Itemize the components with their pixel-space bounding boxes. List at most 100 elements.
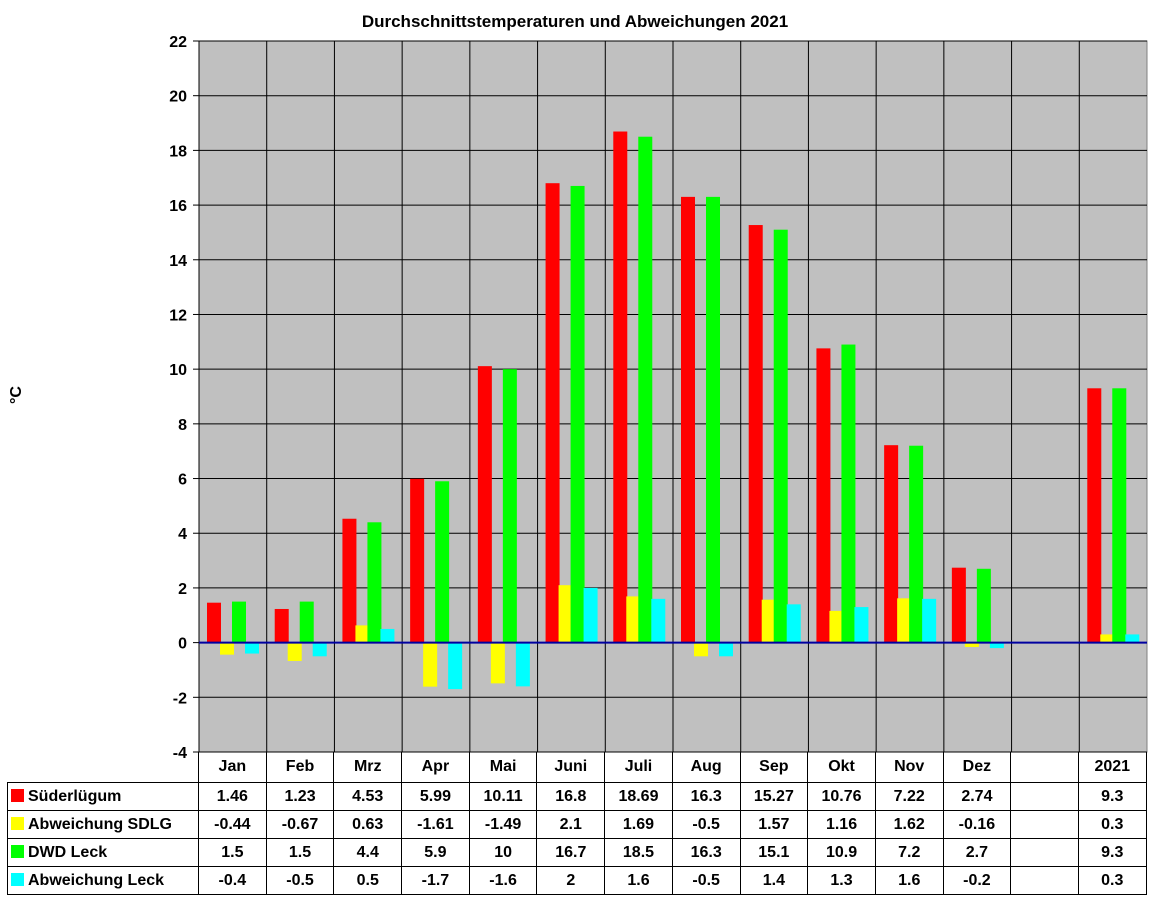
bar-abweichung-leck-Okt [854,607,869,643]
bar-s-derl-gum-Dez [951,567,966,643]
bar-abweichung-sdlg-Dez [964,642,979,647]
bar-dwd-leck-Apr [435,481,450,643]
bar-abweichung-leck-Jan [245,642,259,654]
x-tick-label [1010,752,1079,783]
x-tick-label: Mrz [333,752,403,783]
data-label: -1.49 [468,810,538,839]
data-label: 16.3 [671,838,741,867]
legend-swatch [11,844,24,858]
bar-abweichung-sdlg-Feb [287,642,302,661]
legend-entry: Abweichung Leck [7,866,199,895]
bar-abweichung-sdlg-Juli [626,596,641,643]
data-label: 10.76 [807,782,876,811]
bar-s-derl-gum-Jan [207,602,221,643]
x-tick-label: Juni [536,752,606,783]
y-tick-label: 22 [169,34,187,51]
data-label: 1.46 [198,782,267,811]
bar-abweichung-leck-Aug [719,642,733,657]
y-tick-label: -2 [173,690,187,707]
bar-dwd-leck-Nov [909,445,924,643]
x-tick-label: Aug [671,752,741,783]
data-label: -0.4 [198,866,267,895]
x-tick-label: Mai [468,752,538,783]
legend-entry: Abweichung SDLG [7,810,199,839]
data-label: 0.63 [333,810,403,839]
y-tick-label: 14 [169,253,187,270]
bar-abweichung-leck-Juni [583,587,598,643]
data-label: -1.7 [401,866,470,895]
bar-s-derl-gum-Juli [613,131,628,643]
data-label: -0.44 [198,810,267,839]
bar-abweichung-leck-Feb [312,642,327,657]
legend-entry: Süderlügum [7,782,199,811]
bar-abweichung-sdlg-Mrz [355,625,370,643]
bar-dwd-leck-Mai [502,369,517,643]
y-tick-label: 12 [169,307,187,324]
data-label: 1.6 [874,866,944,895]
data-label: 2 [536,866,606,895]
x-tick-label: Jan [198,752,267,783]
y-tick-label: 4 [178,526,187,543]
bar-abweichung-sdlg-Sep [761,599,776,643]
data-label: 1.57 [739,810,809,839]
data-label: 1.6 [604,866,673,895]
bar-abweichung-leck-Dez [989,642,1004,649]
data-label [1010,782,1079,811]
bar-abweichung-sdlg-Juni [558,585,573,643]
data-label: -1.61 [401,810,470,839]
bar-dwd-leck-Aug [706,196,720,643]
data-label: 1.16 [807,810,876,839]
data-label: 7.2 [874,838,944,867]
data-label: 10 [468,838,538,867]
data-label: 9.3 [1077,782,1147,811]
data-label: -0.5 [671,866,741,895]
data-label: -0.67 [265,810,335,839]
bar-abweichung-leck-Juli [651,598,666,643]
data-label: 1.69 [604,810,673,839]
legend-label: Abweichung SDLG [28,815,172,833]
data-label: 2.7 [942,838,1012,867]
x-tick-label: 2021 [1077,752,1147,783]
data-label: 4.4 [333,838,403,867]
legend-label: Süderlügum [28,787,122,805]
y-tick-label: 10 [169,362,187,379]
bar-s-derl-gum-Apr [410,478,425,643]
x-tick-label: Apr [401,752,470,783]
bar-abweichung-leck-Nov [922,598,937,643]
data-label: 1.5 [265,838,335,867]
bar-abweichung-sdlg-Jan [220,642,234,655]
legend-swatch [11,816,24,830]
data-label: 4.53 [333,782,403,811]
data-label: 7.22 [874,782,944,811]
bar-abweichung-sdlg-Nov [897,598,912,643]
data-label: 18.5 [604,838,673,867]
bar-s-derl-gum-Aug [681,196,695,643]
bar-abweichung-sdlg-2021 [1100,634,1115,643]
data-label: 16.8 [536,782,606,811]
data-label: 18.69 [604,782,673,811]
data-label: 1.23 [265,782,335,811]
data-table: Jan Feb Mrz Apr Mai Juni Juli Aug Sep Okt Nov Dez 20… [7,752,1147,895]
y-tick-label: 18 [169,143,187,160]
bar-dwd-leck-Jan [232,601,246,643]
bar-abweichung-leck-2021 [1125,634,1140,643]
bar-s-derl-gum-2021 [1087,388,1102,643]
table-header-row: Jan Feb Mrz Apr Mai Juni Juli Aug Sep Okt Nov Dez 20… [8,752,1147,783]
bar-dwd-leck-Dez [976,568,991,643]
y-tick-label: 2 [178,581,187,598]
x-tick-label: Juli [604,752,673,783]
data-label: 10.9 [807,838,876,867]
bar-dwd-leck-Okt [841,344,856,643]
data-label: 1.62 [874,810,944,839]
x-tick-label: Feb [265,752,335,783]
bar-s-derl-gum-Feb [274,608,289,643]
data-label: 0.5 [333,866,403,895]
data-label: 0.3 [1077,810,1147,839]
bar-s-derl-gum-Juni [545,183,560,643]
data-label: 2.1 [536,810,606,839]
legend-label: DWD Leck [28,843,108,861]
table-row: Abweichung Leck -0.4 -0.5 0.5 -1.7 -1.6 2 1.6 -0… [7,866,1147,895]
bar-dwd-leck-Sep [773,229,788,643]
chart-title: Durchschnittstemperaturen und Abweichung… [361,12,789,31]
